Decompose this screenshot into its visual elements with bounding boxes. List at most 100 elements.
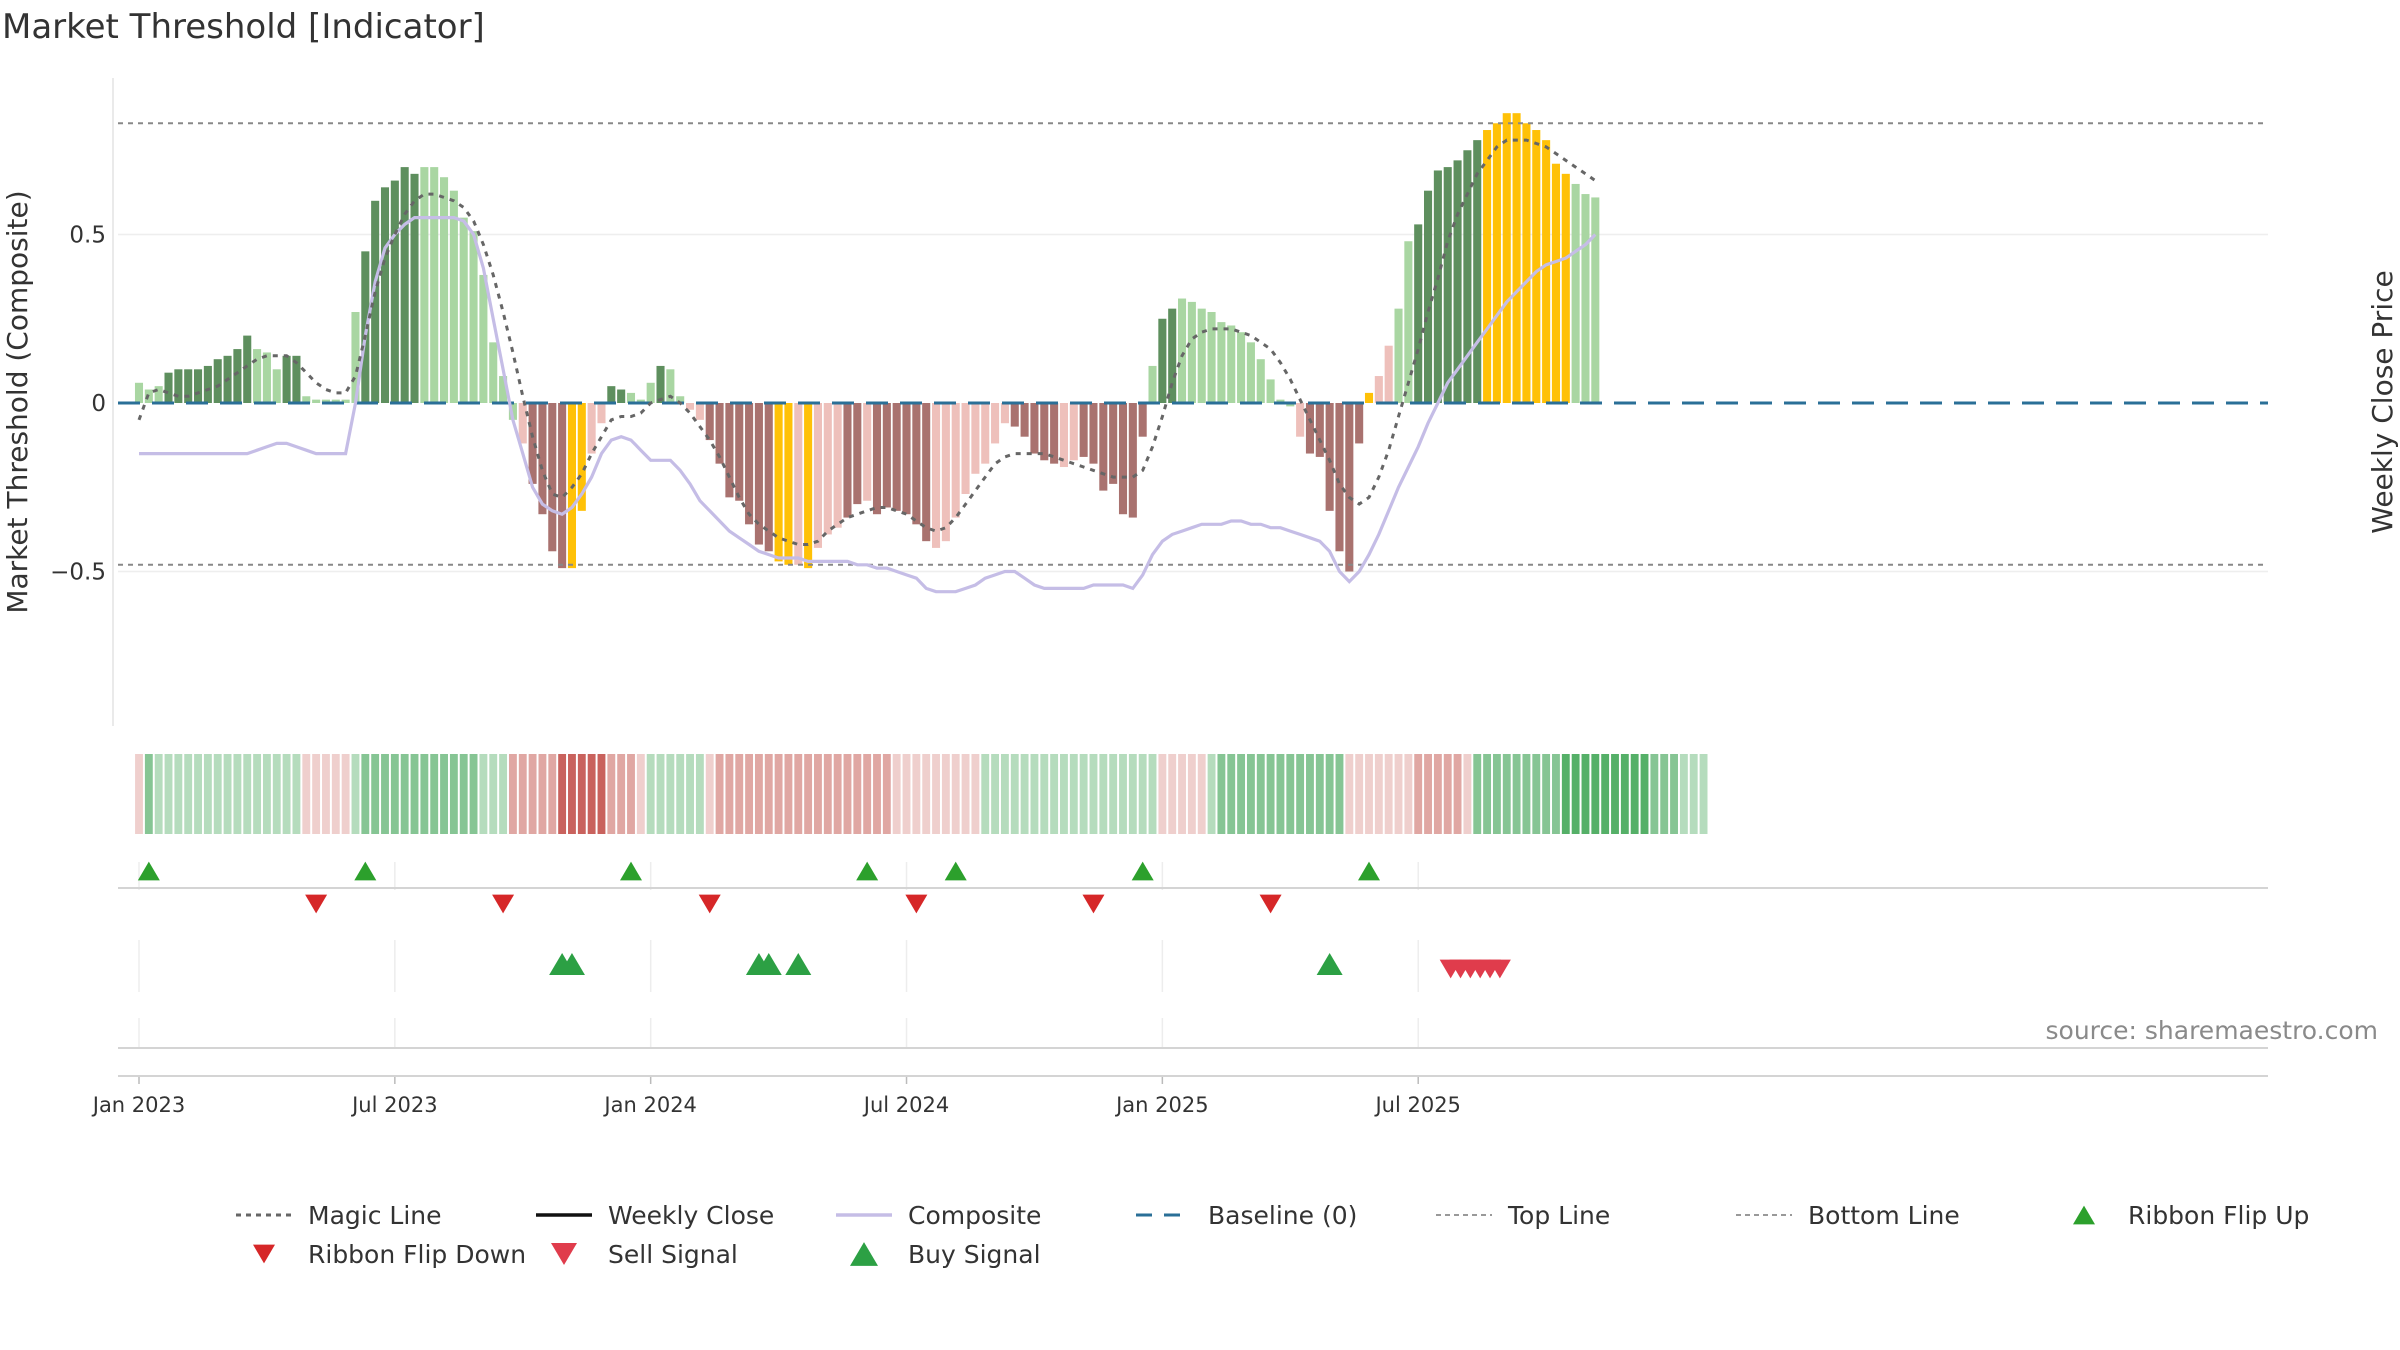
composite-bar <box>941 403 950 542</box>
ribbon-cell <box>538 754 547 834</box>
ribbon-cell <box>1532 754 1541 834</box>
composite-bar <box>1463 150 1472 403</box>
composite-bar <box>1069 403 1078 461</box>
legend-swatch <box>850 1242 878 1266</box>
composite-bar <box>922 403 931 542</box>
ribbon-cell <box>1178 754 1186 834</box>
left-tick-label: −0.5 <box>50 560 106 586</box>
x-tick-label: Jan 2024 <box>602 1093 697 1117</box>
ribbon-cell <box>853 754 862 834</box>
composite-bar <box>1315 403 1324 457</box>
composite-bar <box>1256 359 1265 403</box>
ribbon-cell <box>440 754 448 834</box>
ribbon-cell <box>1138 754 1147 834</box>
composite-bar <box>1424 190 1433 403</box>
ribbon-cell <box>784 754 793 834</box>
composite-bar <box>292 355 301 403</box>
composite-bar <box>302 396 311 403</box>
ribbon-cell <box>951 754 960 834</box>
composite-bar <box>380 187 390 403</box>
composite-series <box>139 216 1597 594</box>
legend-label: Bottom Line <box>1808 1201 1960 1230</box>
ribbon-cell <box>1306 754 1314 834</box>
composite-bar <box>1512 113 1521 404</box>
composite-bar <box>1217 322 1226 403</box>
composite-bar <box>1020 403 1029 437</box>
ribbon-cell <box>735 754 744 834</box>
composite-bar <box>469 231 478 403</box>
chart-title: Market Threshold [Indicator] <box>2 7 485 47</box>
ribbon-cell <box>164 754 173 834</box>
ribbon-flip-up-marker <box>354 861 377 881</box>
composite-bar <box>1010 403 1019 427</box>
legend-item: Top Line <box>1436 1201 1610 1230</box>
legend-label: Sell Signal <box>608 1240 738 1269</box>
ribbon-cell <box>1424 754 1432 834</box>
legend-item: Ribbon Flip Up <box>2073 1201 2309 1230</box>
ribbon-cell <box>1571 754 1580 834</box>
composite-bar <box>1502 113 1511 404</box>
composite-bar <box>1089 403 1098 464</box>
composite-bar <box>233 349 242 403</box>
ribbon-cell <box>1256 754 1265 834</box>
ribbon-cell <box>1414 754 1423 834</box>
composite-bar <box>1148 365 1157 403</box>
composite-bar <box>1492 123 1501 403</box>
x-tick-label: Jan 2025 <box>1114 1093 1209 1117</box>
composite-bar <box>499 376 508 403</box>
ribbon-cell <box>1660 754 1669 834</box>
ribbon-cell <box>1552 754 1560 834</box>
ribbon-flip-down-marker <box>905 894 928 914</box>
composite-bar <box>1030 403 1039 454</box>
main-panel: 0.50−0.5 6,0005,5005,0004,5004,000 Marke… <box>1 78 2399 726</box>
ribbon-cell <box>223 754 232 834</box>
ribbon-cell <box>508 754 517 834</box>
ribbon-cell <box>1207 754 1216 834</box>
ribbon-cell <box>144 754 153 834</box>
x-tick-label: Jul 2024 <box>862 1093 949 1117</box>
ribbon-cell <box>430 754 439 834</box>
x-tick-label: Jul 2023 <box>350 1093 437 1117</box>
left-axis-label: Market Threshold (Composite) <box>1 190 34 613</box>
composite-bar <box>1443 167 1452 403</box>
composite-bar <box>440 177 449 403</box>
ribbon-cell <box>1315 754 1324 834</box>
ribbon-cell <box>1581 754 1590 834</box>
composite-bar <box>449 190 458 403</box>
composite-bar <box>194 369 203 403</box>
legend-label: Buy Signal <box>908 1240 1041 1269</box>
ribbon-cell <box>1433 754 1442 834</box>
composite-bar <box>863 403 872 501</box>
composite-bar <box>656 365 665 403</box>
composite-bar <box>331 399 340 403</box>
composite-bar <box>351 312 360 403</box>
ribbon-cell <box>843 754 852 834</box>
composite-bar <box>134 382 144 403</box>
ribbon-cell <box>833 754 842 834</box>
source-credit: source: sharemaestro.com <box>2046 1016 2379 1045</box>
right-axis-label: Weekly Close Price <box>2366 270 2399 533</box>
legend-item: Bottom Line <box>1736 1201 1960 1230</box>
legend-item: Ribbon Flip Down <box>253 1240 526 1269</box>
ribbon-flip-down-marker <box>1082 894 1105 914</box>
composite-bar <box>617 389 626 403</box>
ribbon-cell <box>882 754 891 834</box>
composite-bar <box>695 403 704 420</box>
composite-bar <box>892 403 901 511</box>
composite-bar <box>1335 403 1344 552</box>
composite-bar <box>745 403 754 525</box>
composite-bar <box>794 403 803 565</box>
ribbon-cell <box>282 754 291 834</box>
composite-bar <box>174 369 183 403</box>
composite-bar <box>577 403 586 511</box>
composite-bar <box>1050 403 1059 464</box>
ribbon-cell <box>459 754 468 834</box>
legend-label: Ribbon Flip Down <box>308 1240 526 1269</box>
composite-bar <box>1473 140 1482 403</box>
composite-bar <box>489 342 498 403</box>
ribbon-cell <box>1611 754 1619 834</box>
ribbon-flip-down-marker <box>698 894 721 914</box>
composite-bar <box>1227 325 1236 403</box>
ribbon-cell <box>1246 754 1255 834</box>
composite-bar <box>282 355 291 403</box>
